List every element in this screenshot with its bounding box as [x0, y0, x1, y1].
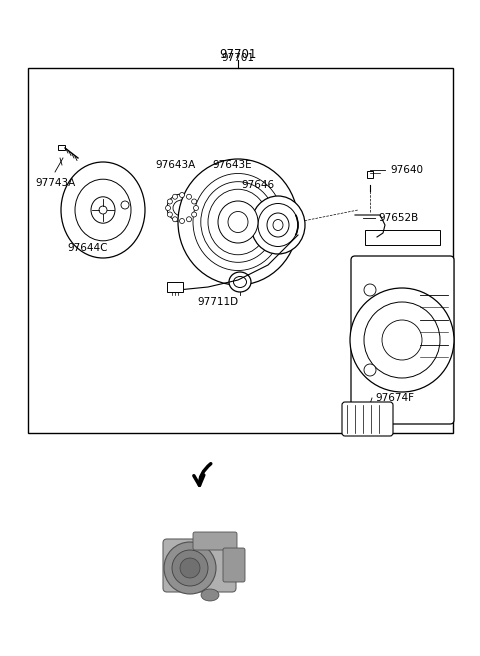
Ellipse shape — [201, 589, 219, 601]
Bar — [28, 68, 453, 433]
FancyBboxPatch shape — [342, 402, 393, 436]
Circle shape — [350, 288, 454, 392]
Circle shape — [192, 212, 197, 217]
Text: 97701: 97701 — [219, 47, 257, 60]
Circle shape — [99, 206, 107, 214]
FancyArrowPatch shape — [194, 464, 211, 485]
FancyBboxPatch shape — [223, 548, 245, 582]
Ellipse shape — [61, 162, 145, 258]
Circle shape — [172, 216, 178, 222]
Ellipse shape — [91, 197, 115, 223]
Ellipse shape — [229, 272, 251, 292]
Circle shape — [382, 320, 422, 360]
Text: 97646: 97646 — [241, 180, 275, 190]
Circle shape — [180, 558, 200, 578]
Ellipse shape — [178, 159, 298, 285]
Bar — [365, 230, 440, 245]
Circle shape — [172, 550, 208, 586]
Text: 97674F: 97674F — [375, 393, 414, 403]
Circle shape — [180, 218, 184, 224]
Circle shape — [364, 302, 440, 378]
Circle shape — [172, 194, 178, 199]
Ellipse shape — [233, 276, 247, 287]
Text: 97643A: 97643A — [155, 160, 195, 170]
Text: 97743A: 97743A — [35, 178, 75, 188]
Ellipse shape — [267, 213, 289, 237]
Ellipse shape — [173, 200, 191, 216]
FancyBboxPatch shape — [351, 256, 454, 424]
Ellipse shape — [273, 220, 283, 230]
Ellipse shape — [228, 211, 248, 232]
Circle shape — [364, 364, 376, 376]
Ellipse shape — [167, 194, 197, 222]
Bar — [167, 282, 183, 292]
Ellipse shape — [208, 189, 268, 255]
Circle shape — [164, 542, 216, 594]
Ellipse shape — [193, 173, 283, 270]
Ellipse shape — [218, 201, 258, 243]
Ellipse shape — [258, 203, 298, 247]
Ellipse shape — [201, 182, 275, 262]
Ellipse shape — [75, 179, 131, 241]
Text: 97711D: 97711D — [197, 297, 239, 307]
Circle shape — [166, 205, 170, 211]
Text: 97701: 97701 — [221, 53, 254, 63]
Circle shape — [193, 205, 199, 211]
Text: 97640: 97640 — [390, 165, 423, 175]
Circle shape — [168, 212, 172, 217]
Bar — [367, 171, 373, 178]
FancyBboxPatch shape — [193, 532, 237, 550]
Circle shape — [364, 284, 376, 296]
Bar — [58, 145, 65, 150]
FancyBboxPatch shape — [163, 539, 236, 592]
Circle shape — [121, 201, 129, 209]
Circle shape — [192, 199, 197, 204]
Text: 97652B: 97652B — [378, 213, 418, 223]
Circle shape — [168, 199, 172, 204]
Text: 97643E: 97643E — [212, 160, 252, 170]
Circle shape — [180, 192, 184, 197]
Circle shape — [187, 194, 192, 199]
Ellipse shape — [251, 196, 305, 254]
Text: 97644C: 97644C — [68, 243, 108, 253]
Circle shape — [187, 216, 192, 222]
